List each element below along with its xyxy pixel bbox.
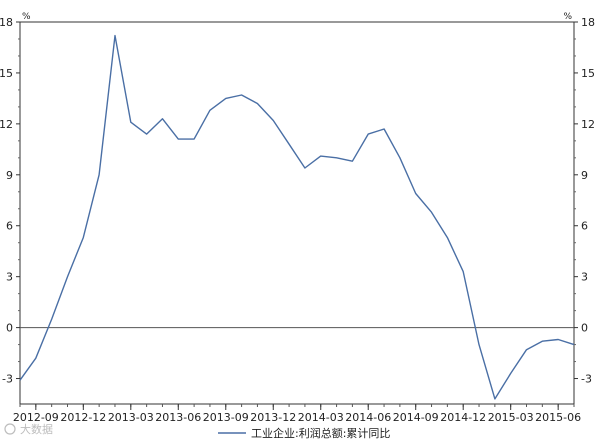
x-tick-label: 2013-09	[203, 411, 249, 424]
y-unit-label-left: %	[22, 12, 31, 22]
x-tick-label: 2014-12	[440, 411, 486, 424]
series-group	[19, 34, 575, 400]
y-tick-label-right: 3	[581, 271, 588, 284]
y-tick-label-right: -3	[581, 373, 592, 386]
legend-label: 工业企业:利润总额:累计同比	[251, 426, 390, 440]
x-tick-label: 2012-12	[60, 411, 106, 424]
plot-border	[19, 21, 575, 405]
y-tick-label-left: 3	[6, 271, 13, 284]
x-tick-label: 2013-03	[108, 411, 154, 424]
x-tick-label: 2013-12	[250, 411, 296, 424]
y-tick-label-left: -3	[2, 373, 13, 386]
y-unit-label-right: %	[563, 12, 572, 22]
y-tick-label-right: 6	[581, 220, 588, 233]
y-tick-label-right: 12	[581, 118, 595, 131]
x-tick-label: 2015-03	[488, 411, 534, 424]
watermark-logo-icon	[4, 423, 16, 435]
y-tick-label-right: 18	[581, 16, 595, 29]
x-tick-label: 2014-09	[393, 411, 439, 424]
y-tick-label-left: 15	[0, 67, 13, 80]
y-tick-label-right: 15	[581, 67, 595, 80]
y-tick-label-left: 9	[6, 169, 13, 182]
x-tick-label: 2014-06	[345, 411, 391, 424]
y-tick-label-left: 12	[0, 118, 13, 131]
x-tick-label: 2015-06	[535, 411, 581, 424]
x-tick-label: 2012-09	[13, 411, 59, 424]
watermark-text: 大数据	[20, 422, 53, 436]
legend: 工业企业:利润总额:累计同比	[218, 426, 390, 440]
x-tick-label: 2014-03	[298, 411, 344, 424]
x-axis: 2012-09 2012-12 2013-03 2013-06 2013-09 2013-…	[13, 404, 581, 424]
y-axis-right: -3 0 3 6 9 12 15 18%	[563, 12, 595, 386]
y-tick-label-right: 0	[581, 322, 588, 335]
y-axis-left: -3 0 3 6 9 12 15 18%	[0, 12, 31, 386]
plot-frame	[19, 21, 575, 405]
watermark: 大数据	[4, 422, 53, 436]
y-tick-label-left: 0	[6, 322, 13, 335]
x-tick-label: 2013-06	[155, 411, 201, 424]
series-line	[19, 34, 575, 400]
y-tick-label-left: 18	[0, 16, 13, 29]
y-tick-label-left: 6	[6, 220, 13, 233]
y-tick-label-right: 9	[581, 169, 588, 182]
